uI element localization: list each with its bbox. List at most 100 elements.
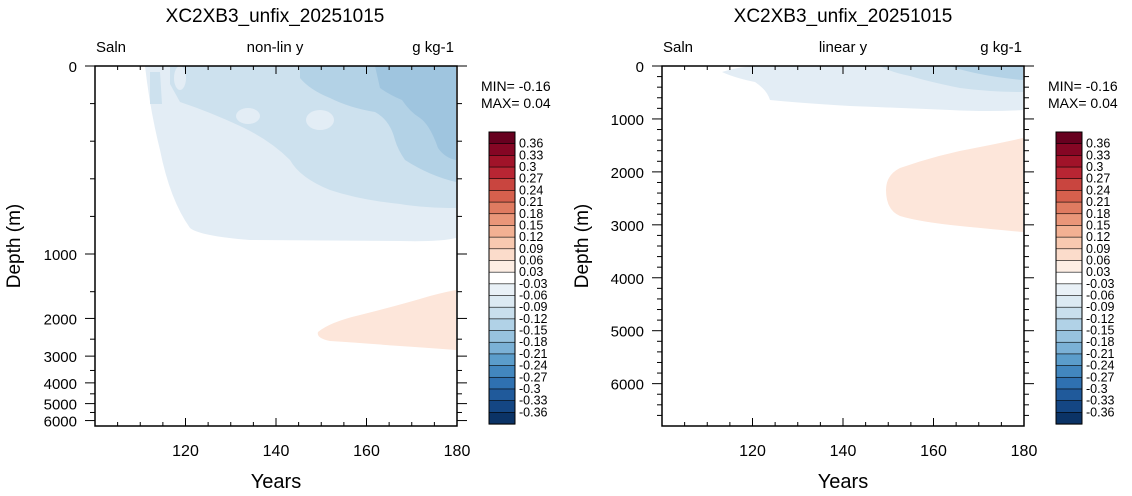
colorbar-swatch	[1055, 400, 1083, 413]
left-colorbar: 0.360.330.30.270.240.210.180.150.120.090…	[488, 131, 548, 425]
colorbar-label: 0.06	[1086, 253, 1110, 267]
colorbar-label: -0.09	[1086, 300, 1115, 314]
colorbar-swatch	[488, 178, 516, 192]
left-xlabel: Years	[251, 471, 301, 493]
colorbar-label: 0.33	[1086, 148, 1110, 162]
x-tick-label: 140	[830, 443, 857, 460]
y-tick-label: 0	[636, 59, 644, 76]
colorbar-swatch	[1055, 178, 1083, 192]
colorbar-label: -0.24	[519, 359, 548, 373]
colorbar-swatch	[1055, 306, 1083, 320]
colorbar-frame	[1055, 131, 1083, 425]
colorbar-label: -0.06	[1086, 289, 1115, 303]
x-tick-label: 140	[263, 443, 290, 460]
colorbar-swatch	[488, 248, 516, 262]
colorbar-label: 0.36	[1086, 137, 1110, 151]
colorbar-swatch	[1055, 365, 1083, 378]
colorbar-label: -0.21	[1086, 347, 1115, 361]
colorbar-swatch	[488, 213, 516, 227]
left-hole-1	[236, 108, 260, 124]
x-tick-label: 180	[1011, 443, 1038, 460]
colorbar-swatch	[488, 330, 516, 343]
colorbar-swatch	[488, 353, 516, 367]
colorbar-label: -0.06	[519, 289, 548, 303]
left-hole-3	[174, 66, 186, 90]
colorbar-swatch	[488, 341, 516, 355]
colorbar-swatch	[1055, 143, 1083, 156]
right-title: XC2XB3_unfix_20251015	[734, 6, 953, 27]
colorbar-swatch	[488, 260, 516, 273]
y-tick-label: 6000	[611, 377, 644, 394]
left-top-center-label: non-lin y	[247, 39, 304, 56]
y-tick-label: 6000	[44, 414, 77, 431]
right-xlabel: Years	[818, 471, 868, 493]
colorbar-swatch	[488, 190, 516, 203]
colorbar-swatch	[488, 318, 516, 332]
left-hole-2	[306, 110, 334, 130]
colorbar-label: 0.03	[1086, 265, 1110, 279]
left-top-left-label: Saln	[96, 39, 126, 56]
y-tick-label: 2000	[611, 165, 644, 182]
left-panel: XC2XB3_unfix_20251015 Saln non-lin y g k…	[4, 6, 551, 493]
colorbar-swatch	[1055, 283, 1083, 297]
colorbar-label: -0.03	[519, 277, 548, 291]
colorbar-label: 0.21	[519, 195, 543, 209]
left-ylabel: Depth (m)	[4, 204, 25, 288]
colorbar-label: -0.27	[1086, 370, 1115, 384]
colorbar-swatch	[1055, 166, 1083, 180]
left-region-neg-2b	[150, 72, 162, 104]
left-top-right-label: g kg-1	[412, 39, 454, 56]
colorbar-label: -0.15	[519, 324, 548, 338]
right-ylabel: Depth (m)	[572, 204, 593, 288]
y-tick-label: 3000	[611, 218, 644, 235]
colorbar-label: -0.36	[1086, 405, 1115, 419]
colorbar-swatch	[488, 271, 516, 285]
colorbar-swatch	[488, 155, 516, 168]
colorbar-swatch	[1055, 271, 1083, 285]
colorbar-label: 0.24	[1086, 183, 1110, 197]
colorbar-label: 0.15	[1086, 218, 1110, 232]
x-tick-label: 120	[172, 443, 199, 460]
colorbar-label: 0.09	[1086, 242, 1110, 256]
colorbar-swatch	[1055, 236, 1083, 250]
colorbar-label: 0.33	[519, 148, 543, 162]
colorbar-swatch	[1055, 155, 1083, 168]
colorbar-label: -0.21	[519, 347, 548, 361]
colorbar-label: -0.33	[519, 394, 548, 408]
right-colorbar: 0.360.330.30.270.240.210.180.150.120.090…	[1055, 131, 1115, 425]
right-top-center-label: linear y	[819, 39, 868, 56]
colorbar-label: 0.21	[1086, 195, 1110, 209]
right-max-label: MAX= 0.04	[1048, 95, 1118, 111]
colorbar-label: 0.06	[519, 253, 543, 267]
colorbar-swatch	[488, 166, 516, 180]
colorbar-swatch	[488, 388, 516, 402]
colorbar-label: 0.27	[519, 172, 543, 186]
colorbar-label: -0.15	[1086, 324, 1115, 338]
colorbar-swatch	[1055, 388, 1083, 402]
colorbar-label: 0.24	[519, 183, 543, 197]
y-tick-label: 1000	[44, 247, 77, 264]
colorbar-label: 0.12	[1086, 230, 1110, 244]
y-tick-label: 5000	[611, 324, 644, 341]
left-contour-fill	[145, 66, 456, 350]
colorbar-swatch	[1055, 260, 1083, 273]
colorbar-swatch	[1055, 213, 1083, 227]
colorbar-swatch	[488, 295, 516, 308]
colorbar-label: -0.33	[1086, 394, 1115, 408]
colorbar-swatch	[1055, 318, 1083, 332]
right-panel: XC2XB3_unfix_20251015 Saln linear y g kg…	[572, 6, 1118, 493]
colorbar-label: -0.12	[519, 312, 548, 326]
right-axis-ticks: 120 140 160 180 0 1000 2000 3000 4000 5000 6000	[611, 59, 1038, 460]
colorbar-swatch	[488, 201, 516, 215]
colorbar-swatch	[488, 131, 516, 145]
x-tick-label: 180	[444, 443, 471, 460]
colorbar-swatch	[1055, 131, 1083, 145]
left-min-label: MIN= -0.16	[481, 78, 551, 94]
left-title: XC2XB3_unfix_20251015	[166, 6, 385, 27]
y-tick-label: 0	[69, 59, 77, 76]
colorbar-swatch	[488, 236, 516, 250]
colorbar-label: -0.36	[519, 405, 548, 419]
colorbar-swatch	[1055, 190, 1083, 203]
